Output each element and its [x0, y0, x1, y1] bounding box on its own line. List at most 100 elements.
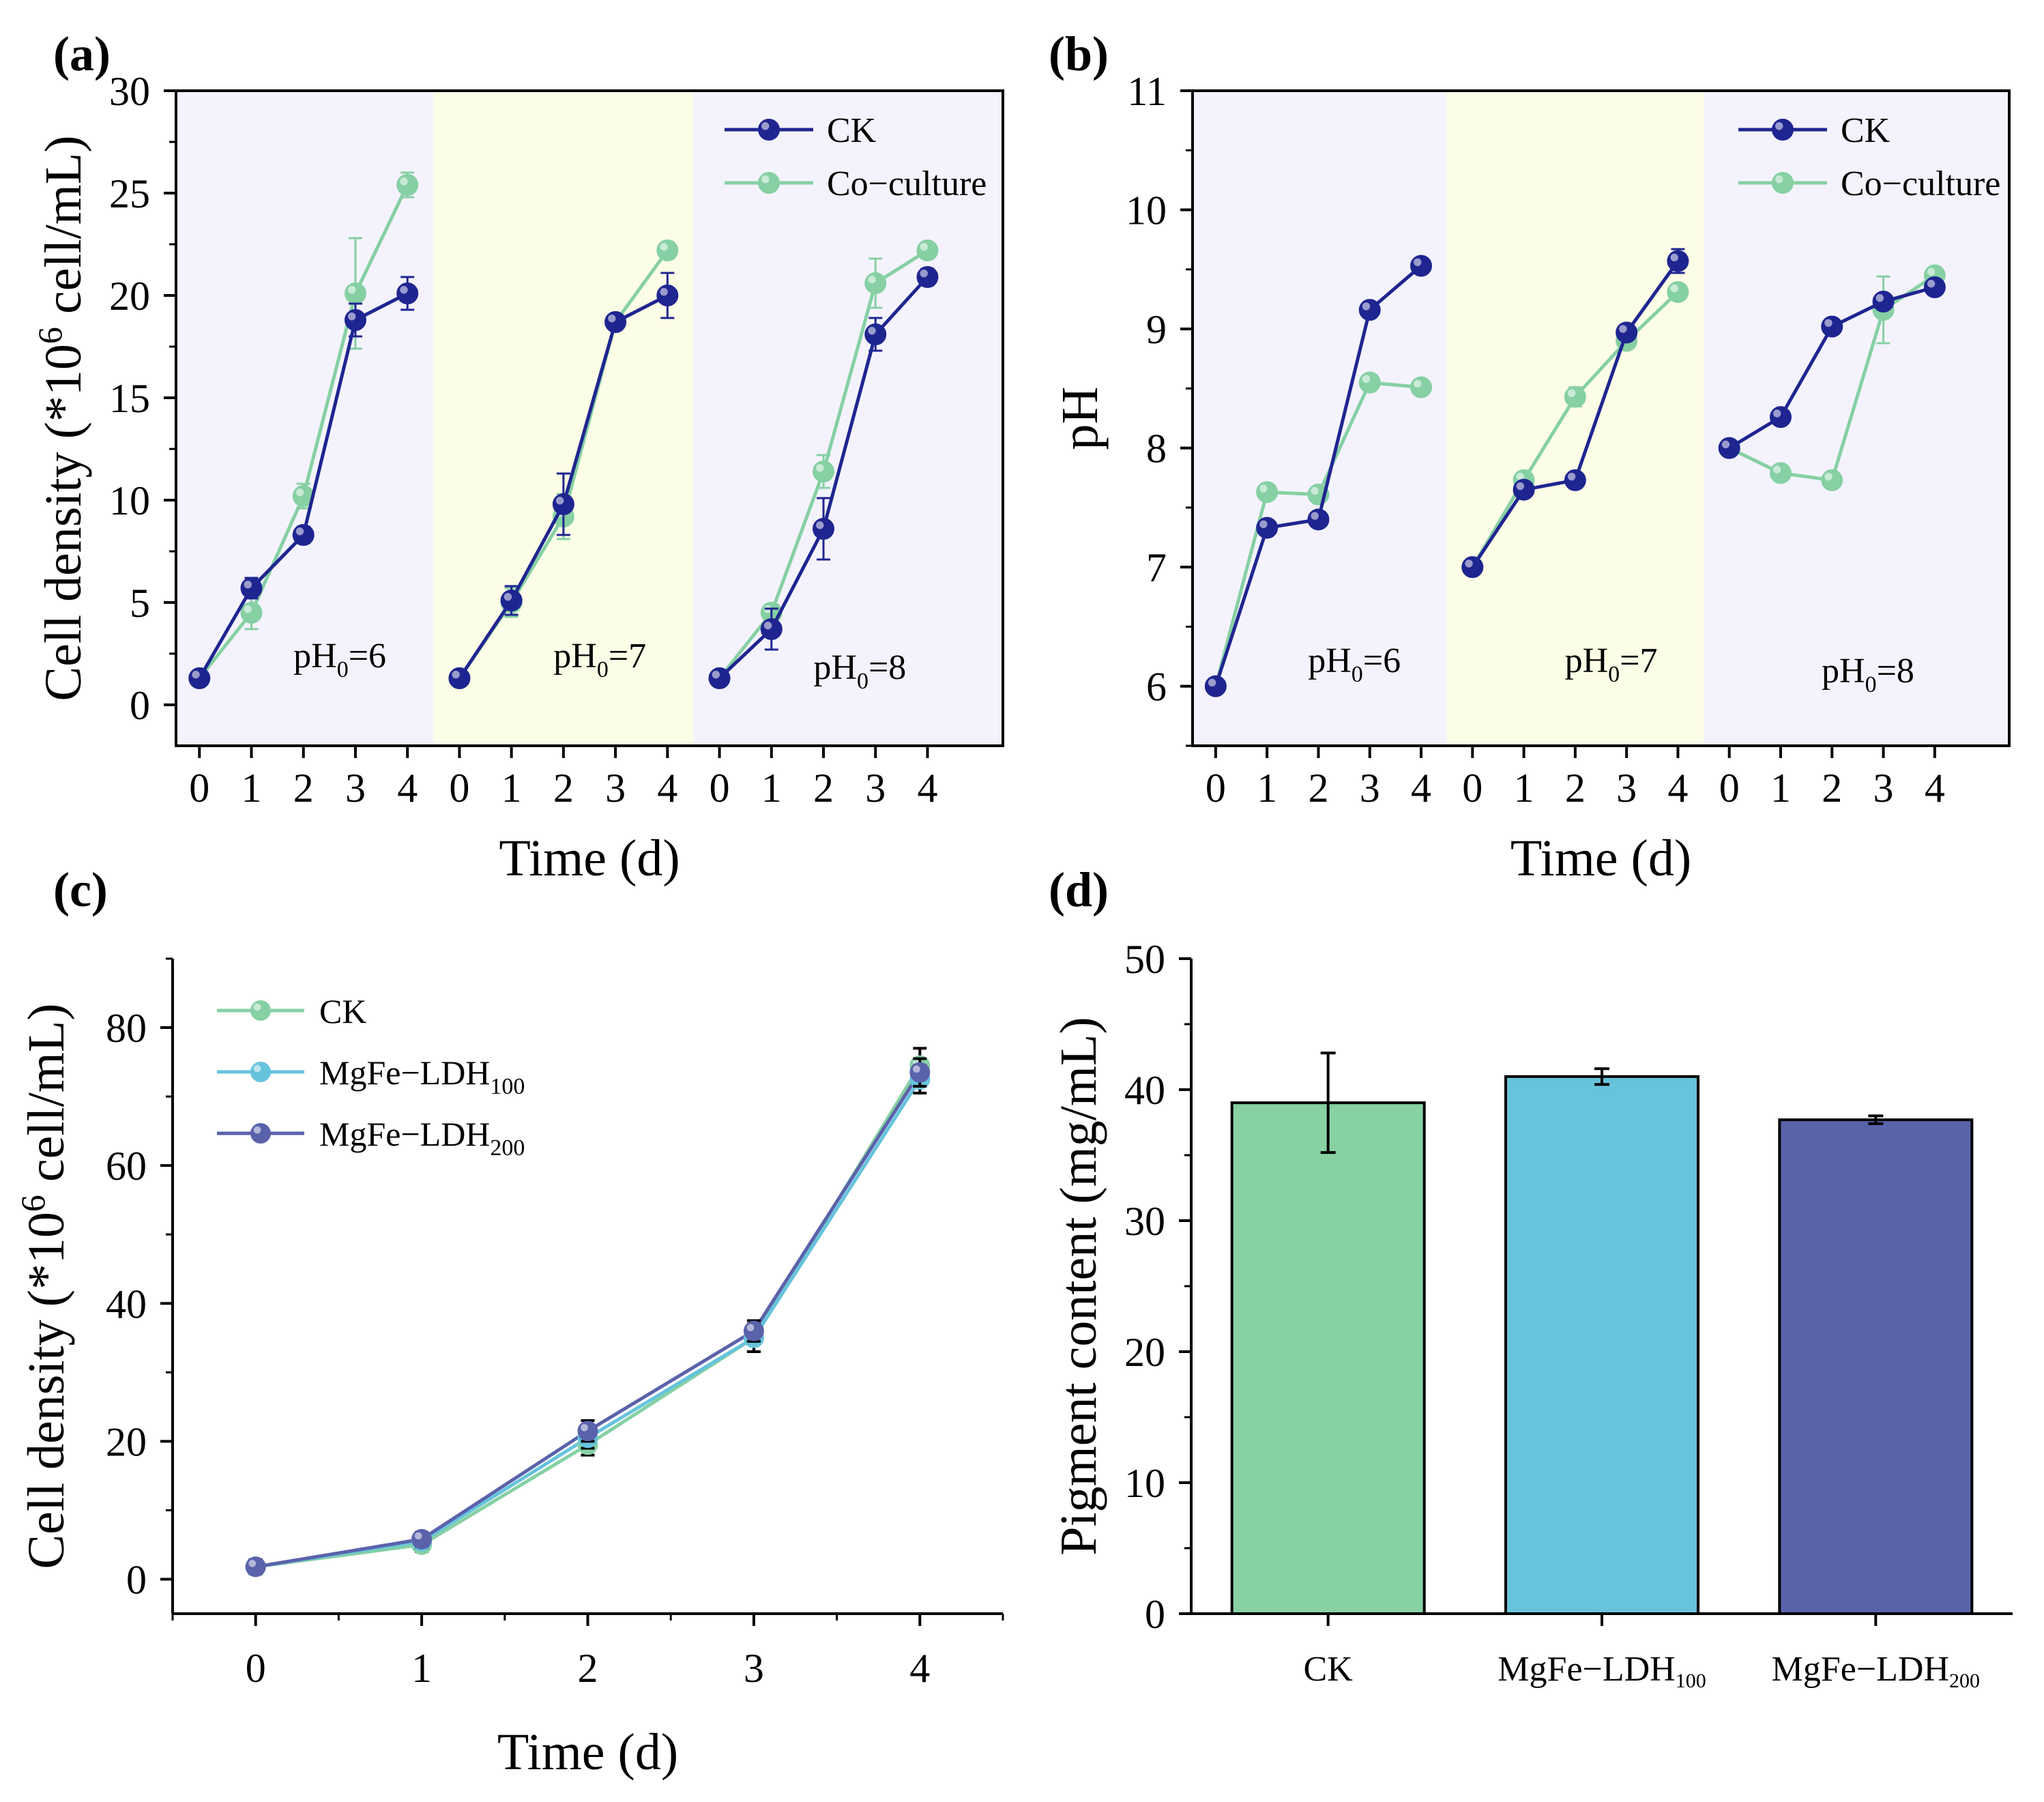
group-label: pH0=6 — [293, 637, 386, 682]
panel-label: (d) — [1049, 862, 1109, 917]
y-axis-tick-label: 9 — [1146, 307, 1167, 352]
data-point-highlight — [348, 286, 356, 294]
legend-label: CK — [319, 992, 366, 1030]
x-axis-tick-label: 4 — [1411, 766, 1431, 811]
data-point-highlight — [816, 464, 824, 472]
group-label-main: pH — [813, 648, 857, 687]
data-point — [656, 285, 679, 306]
y-axis-tick-label: 40 — [1124, 1068, 1165, 1113]
y-axis-tick-label: 0 — [130, 683, 150, 728]
legend-marker-highlight — [1775, 122, 1783, 130]
data-point-highlight — [295, 527, 304, 536]
category-label-main: MgFe−LDH — [1498, 1650, 1675, 1689]
y-axis-tick-label: 20 — [109, 274, 150, 319]
x-axis-tick-label: 0 — [1206, 766, 1226, 811]
legend-label-main: CK — [319, 992, 366, 1030]
data-point-highlight — [1567, 389, 1576, 398]
data-point-highlight — [1927, 267, 1936, 276]
data-point-highlight — [581, 1423, 588, 1432]
data-point-highlight — [1670, 285, 1678, 293]
legend-label-subscript: 100 — [490, 1074, 525, 1099]
data-point-highlight — [1465, 560, 1473, 568]
y-axis-tick-label: 50 — [1124, 937, 1165, 982]
data-point — [708, 667, 731, 689]
panel-label: (c) — [53, 862, 108, 917]
data-point-highlight — [660, 288, 668, 296]
y-axis-tick-label: 15 — [109, 376, 150, 421]
data-point — [1667, 280, 1689, 303]
data-point — [344, 309, 366, 331]
data-point-highlight — [763, 622, 772, 630]
y-axis-tick-label: 40 — [106, 1281, 147, 1326]
data-point-highlight — [1773, 409, 1781, 418]
x-axis-tick-label: 4 — [1925, 766, 1945, 811]
data-point-highlight — [913, 1065, 920, 1073]
data-point-highlight — [1619, 325, 1627, 333]
legend-marker — [250, 1123, 271, 1144]
legend-label: Co−culture — [827, 164, 987, 203]
data-point-highlight — [348, 313, 356, 321]
group-label: pH0=8 — [813, 648, 906, 694]
y-axis-label: Pigment content (mg/mL) — [1050, 1017, 1107, 1555]
y-axis-label: Cell density (*106 cell/mL) — [14, 1003, 75, 1569]
data-point — [396, 282, 419, 304]
data-point-highlight — [1721, 440, 1730, 449]
legend-marker-highlight — [253, 1003, 261, 1011]
group-label-tail: =6 — [1363, 641, 1401, 680]
x-axis-tick-label: 1 — [1770, 766, 1791, 811]
legend-marker — [250, 1000, 271, 1021]
y-axis-tick-label: 30 — [1124, 1199, 1165, 1244]
legend-marker-highlight — [253, 1126, 261, 1134]
data-point — [656, 239, 679, 261]
data-point-highlight — [1208, 678, 1216, 687]
legend-label-subscript: 200 — [490, 1135, 525, 1161]
data-point — [245, 1556, 266, 1578]
panel-c: 0 20 40 60 80 0 1 2 3 4 Time (d) Cell density (*106… — [14, 862, 1004, 1781]
x-axis-tick-label: 2 — [578, 1646, 598, 1691]
data-point — [240, 602, 263, 624]
data-point — [1564, 386, 1586, 408]
data-point-highlight — [868, 276, 876, 284]
group-label-subscript: 0 — [857, 669, 868, 694]
data-point — [552, 493, 574, 515]
legend-marker-highlight — [761, 122, 770, 130]
x-axis-tick-label: 0 — [1462, 766, 1483, 811]
y-axis-tick-label: 11 — [1127, 69, 1167, 114]
data-point-highlight — [248, 1560, 257, 1567]
y-axis-label: pH — [1051, 387, 1109, 450]
data-point — [1821, 315, 1843, 338]
category-label-main: MgFe−LDH — [1772, 1650, 1949, 1689]
data-point — [909, 1062, 931, 1083]
x-axis-label: Time (d) — [497, 1724, 678, 1781]
category-label-subscript: 200 — [1949, 1670, 1980, 1692]
y-axis-tick-label: 7 — [1146, 545, 1167, 590]
data-point — [1358, 299, 1381, 321]
group-label-subscript: 0 — [1608, 662, 1620, 687]
data-point-highlight — [1311, 512, 1319, 520]
bar — [1778, 1118, 1974, 1616]
x-axis-tick-label: 0 — [246, 1646, 266, 1691]
legend-marker — [758, 119, 780, 141]
legend-label: CK — [1841, 111, 1890, 150]
group-label-tail: =8 — [868, 648, 906, 687]
x-axis-tick-label: 4 — [657, 766, 677, 811]
y-axis-label: Cell density (*106 cell/mL) — [31, 135, 92, 701]
x-axis-tick-label: 2 — [1308, 766, 1328, 811]
data-point — [1769, 406, 1792, 428]
y-axis-tick-label: 30 — [109, 69, 150, 114]
data-point-highlight — [452, 671, 460, 679]
data-point-highlight — [712, 671, 720, 679]
group-label-main: pH — [293, 637, 337, 675]
data-point — [1923, 276, 1946, 298]
data-point — [916, 239, 939, 261]
legend-marker — [250, 1062, 271, 1082]
legend-marker-highlight — [253, 1064, 261, 1073]
data-point — [1564, 469, 1586, 491]
bar — [1230, 1101, 1426, 1615]
data-point — [1872, 290, 1895, 313]
data-point-highlight — [1516, 472, 1525, 481]
group-label-main: pH — [1822, 652, 1865, 691]
legend-label: Co−culture — [1841, 164, 2000, 203]
